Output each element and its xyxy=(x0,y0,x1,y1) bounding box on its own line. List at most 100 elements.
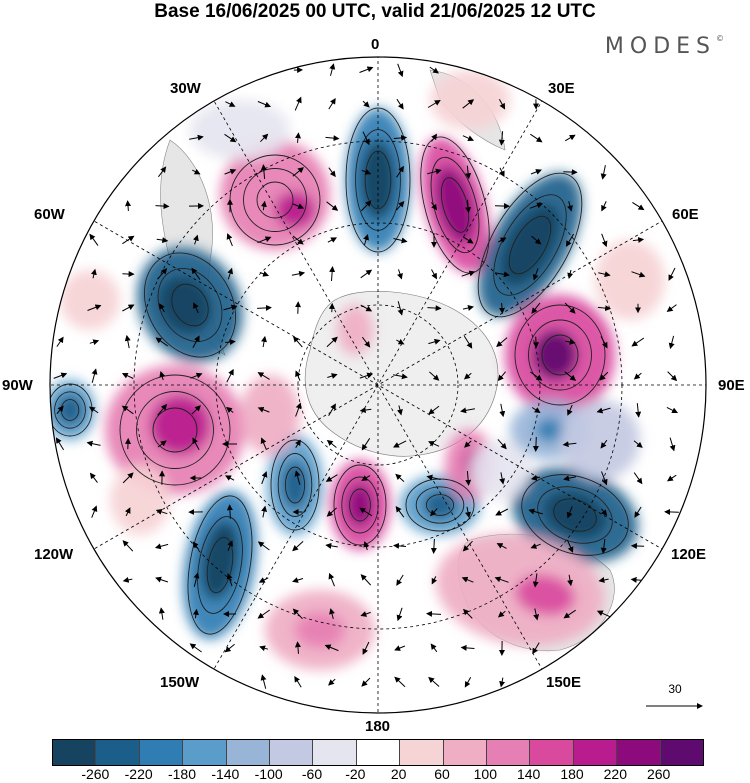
wind-arrow xyxy=(159,371,166,381)
wind-arrow xyxy=(192,541,200,551)
wind-arrow xyxy=(597,305,612,312)
wind-arrow xyxy=(328,403,336,417)
wind-arrow xyxy=(155,576,169,583)
contour-line xyxy=(206,536,234,594)
wind-arrow xyxy=(396,607,403,622)
contour-line xyxy=(270,439,320,531)
wind-arrow xyxy=(431,269,437,280)
wind-arrow xyxy=(191,405,201,415)
wind-arrow xyxy=(91,505,98,518)
wind-arrow xyxy=(226,504,233,519)
wind-arrow xyxy=(428,405,440,415)
anomaly-blob xyxy=(544,491,606,539)
wind-arrow xyxy=(465,165,472,180)
contour-line xyxy=(54,391,86,429)
contour-line xyxy=(277,453,313,517)
wind-arrow xyxy=(498,99,506,110)
colorbar-segment xyxy=(313,740,357,765)
wind-arrow xyxy=(295,402,302,417)
wind-arrow xyxy=(257,101,272,108)
wind-arrow xyxy=(260,133,269,143)
wind-arrow xyxy=(225,101,236,107)
wind-arrow xyxy=(190,372,203,379)
wind-arrow xyxy=(462,99,475,109)
label-0: 0 xyxy=(371,36,380,53)
label-180: 180 xyxy=(365,718,391,735)
colorbar-segment xyxy=(530,740,574,765)
wind-arrow xyxy=(360,611,371,617)
wind-arrow xyxy=(601,233,608,248)
wind-arrow xyxy=(292,577,304,583)
wind-arrow xyxy=(260,164,267,179)
modes-logo: MODES© xyxy=(605,34,724,59)
latitude-circle xyxy=(297,304,459,466)
wind-arrow xyxy=(260,674,267,689)
wind-arrow xyxy=(633,440,643,448)
wind-arrow xyxy=(227,540,233,552)
wind-arrow xyxy=(361,677,371,687)
wind-arrow xyxy=(393,440,407,448)
wind-arrow xyxy=(430,508,438,517)
wind-arrow xyxy=(159,303,165,313)
contour-line xyxy=(187,495,253,635)
anomaly-blob xyxy=(158,276,212,334)
wind-arrow xyxy=(224,133,237,143)
wind-arrow xyxy=(530,543,541,549)
wind-arrow xyxy=(460,644,475,651)
colorbar-segment xyxy=(53,740,97,765)
contour-line xyxy=(349,488,371,522)
wind-arrow xyxy=(259,270,270,277)
wind-arrow xyxy=(496,337,508,348)
wind-arrow xyxy=(462,540,473,552)
wind-arrow xyxy=(192,437,200,450)
wind-arrow xyxy=(465,506,471,519)
colorbar-tick-label: -60 xyxy=(301,766,323,782)
wind-arrow xyxy=(328,167,336,178)
wind-arrow xyxy=(567,269,574,279)
contour-line xyxy=(136,391,214,469)
wind-arrow xyxy=(463,335,473,349)
wind-vectors xyxy=(53,63,679,689)
wind-arrow xyxy=(359,407,372,414)
brand-text: MODES xyxy=(604,34,716,59)
wind-arrow xyxy=(257,236,272,244)
wind-arrow xyxy=(461,270,476,277)
wind-arrow xyxy=(260,200,267,211)
wind-arrow xyxy=(157,440,167,448)
label-150e: 150E xyxy=(546,674,582,691)
anomaly-blob xyxy=(275,192,315,228)
anomaly-blob xyxy=(434,166,476,244)
wind-arrow xyxy=(327,237,337,243)
wind-arrow xyxy=(295,370,301,381)
wind-arrow xyxy=(257,406,270,413)
meridian-line xyxy=(212,99,544,671)
wind-arrow xyxy=(462,135,475,141)
wind-arrow xyxy=(223,304,238,311)
wind-arrow xyxy=(88,406,99,414)
colorbar-tick-label: 180 xyxy=(560,766,584,782)
label-90w: 90W xyxy=(2,377,33,394)
wind-arrow xyxy=(669,437,676,452)
colorbar-segment xyxy=(270,740,314,765)
wind-arrow xyxy=(460,407,475,414)
wind-arrow xyxy=(325,542,338,549)
wind-arrow xyxy=(461,576,474,583)
anomaly-blob xyxy=(470,440,530,500)
brand-mark: © xyxy=(716,34,724,43)
wind-arrow xyxy=(596,610,611,618)
wind-arrow xyxy=(431,202,438,211)
wind-arrow xyxy=(566,506,573,519)
wind-arrow xyxy=(601,508,608,516)
wind-arrow xyxy=(393,542,407,549)
contour-line xyxy=(514,304,606,406)
wind-arrow xyxy=(328,98,336,110)
wind-arrow xyxy=(362,641,370,655)
wind-arrow xyxy=(359,66,374,73)
contour-line xyxy=(152,407,198,453)
wind-arrow xyxy=(191,267,201,280)
wind-arrow xyxy=(495,508,509,516)
wind-arrow xyxy=(226,233,233,247)
colorbar-tick-label: 140 xyxy=(516,766,541,782)
wind-arrow xyxy=(397,63,404,78)
